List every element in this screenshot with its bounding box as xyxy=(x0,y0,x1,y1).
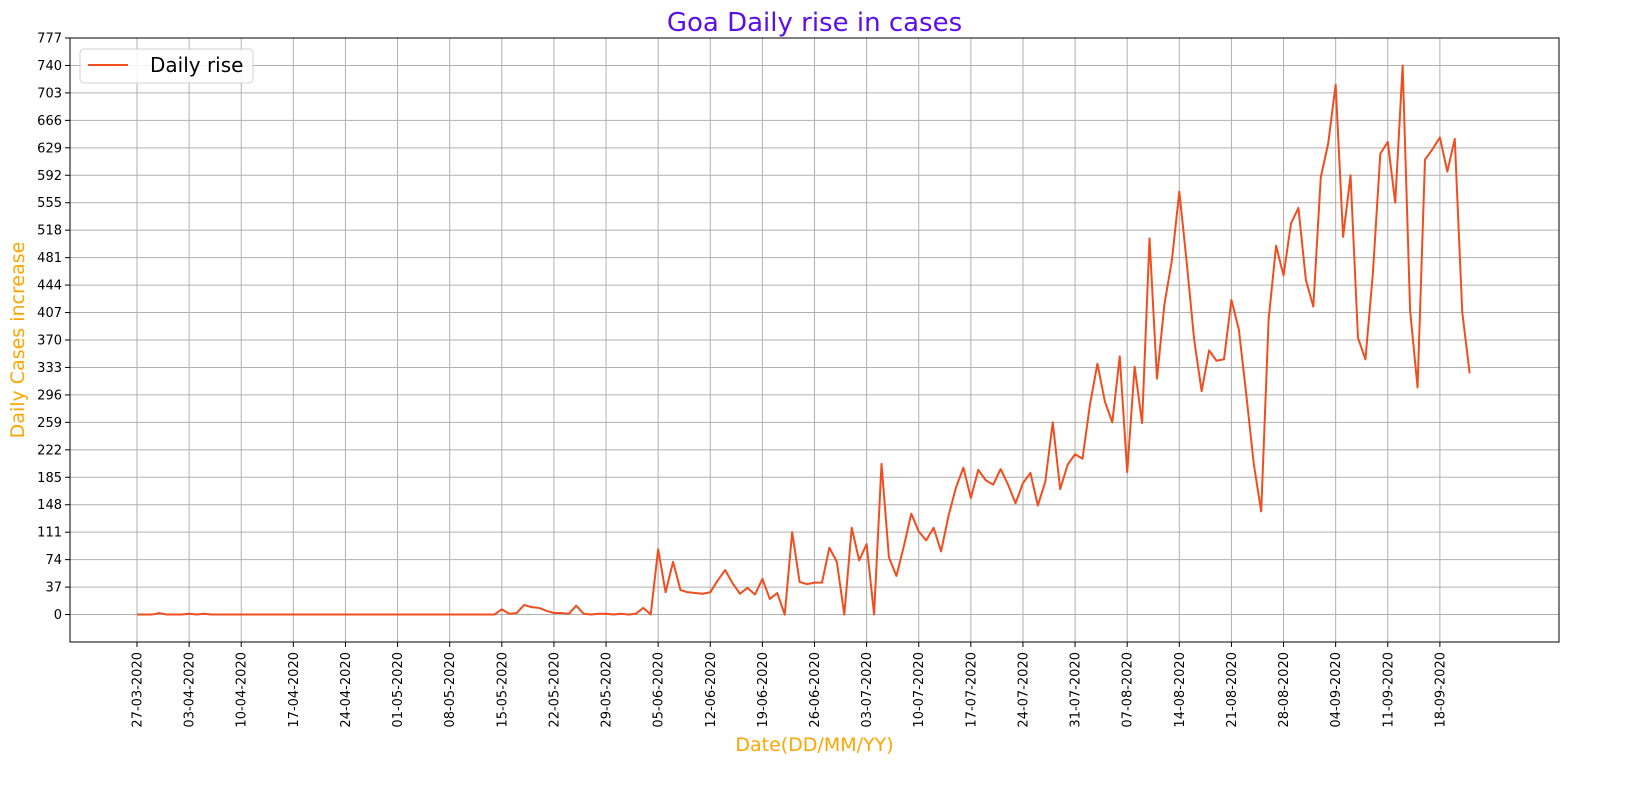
y-tick-label: 740 xyxy=(37,59,62,74)
x-axis-label: Date(DD/MM/YY) xyxy=(735,734,893,756)
x-tick-label: 19-06-2020 xyxy=(756,652,771,728)
x-tick-label: 26-06-2020 xyxy=(808,652,823,728)
y-tick-label: 370 xyxy=(37,334,62,349)
y-tick-label: 629 xyxy=(37,141,62,156)
x-tick-label: 08-05-2020 xyxy=(443,652,458,728)
x-tick-label: 22-05-2020 xyxy=(547,652,562,728)
y-tick-label: 407 xyxy=(37,306,62,321)
plot-frame xyxy=(69,37,1560,643)
chart-title: Goa Daily rise in cases xyxy=(667,8,962,38)
x-tick-label: 27-03-2020 xyxy=(131,652,146,728)
y-axis-ticks: 0 37 74 111 148 185 222 259 296 333 370 407 444 481 51… xyxy=(37,32,70,623)
x-tick-label: 24-04-2020 xyxy=(339,652,354,728)
x-tick-label: 04-09-2020 xyxy=(1329,652,1344,728)
series-line-daily-rise xyxy=(137,64,1471,616)
y-tick-label: 148 xyxy=(37,498,62,513)
legend: Daily rise xyxy=(79,48,254,84)
x-tick-label: 17-04-2020 xyxy=(287,652,302,728)
grid xyxy=(70,37,1559,642)
x-tick-label: 01-05-2020 xyxy=(391,652,406,728)
x-tick-label: 10-04-2020 xyxy=(235,652,250,728)
x-tick-label: 18-09-2020 xyxy=(1433,652,1448,728)
y-tick-label: 74 xyxy=(45,553,62,568)
legend-box xyxy=(79,48,254,84)
x-tick-label: 07-08-2020 xyxy=(1121,652,1136,728)
y-tick-label: 185 xyxy=(37,471,62,486)
x-axis-ticks: 27-03-2020 03-04-2020 10-04-2020 17-04-2020… xyxy=(131,642,1448,728)
x-tick-label: 15-05-2020 xyxy=(495,652,510,728)
y-tick-label: 777 xyxy=(37,32,62,47)
x-tick-label: 31-07-2020 xyxy=(1069,652,1084,728)
x-tick-label: 11-09-2020 xyxy=(1381,652,1396,728)
y-tick-label: 222 xyxy=(37,443,62,458)
x-tick-label: 17-07-2020 xyxy=(964,652,979,728)
y-tick-label: 333 xyxy=(37,361,62,376)
y-tick-label: 111 xyxy=(37,526,62,541)
x-tick-label: 12-06-2020 xyxy=(704,652,719,728)
x-tick-label: 24-07-2020 xyxy=(1016,652,1031,728)
x-tick-label: 14-08-2020 xyxy=(1173,652,1188,728)
y-tick-label: 555 xyxy=(37,196,62,211)
y-tick-label: 666 xyxy=(37,114,62,129)
y-tick-label: 592 xyxy=(37,169,62,184)
y-tick-label: 703 xyxy=(37,86,62,101)
x-tick-label: 03-04-2020 xyxy=(183,652,198,728)
y-tick-label: 259 xyxy=(37,416,62,431)
x-tick-label: 29-05-2020 xyxy=(600,652,615,728)
y-tick-label: 481 xyxy=(37,251,62,266)
legend-entry-daily-rise: Daily rise xyxy=(150,53,243,77)
x-tick-label: 28-08-2020 xyxy=(1277,652,1292,728)
y-tick-label: 37 xyxy=(45,581,62,596)
y-tick-label: 444 xyxy=(37,279,62,294)
y-tick-label: 0 xyxy=(54,608,62,623)
x-tick-label: 21-08-2020 xyxy=(1225,652,1240,728)
y-axis-label: Daily Cases increase xyxy=(7,242,29,439)
x-tick-label: 03-07-2020 xyxy=(860,652,875,728)
x-tick-label: 05-06-2020 xyxy=(652,652,667,728)
x-tick-label: 10-07-2020 xyxy=(912,652,927,728)
y-tick-label: 518 xyxy=(37,224,62,239)
y-tick-label: 296 xyxy=(37,388,62,403)
